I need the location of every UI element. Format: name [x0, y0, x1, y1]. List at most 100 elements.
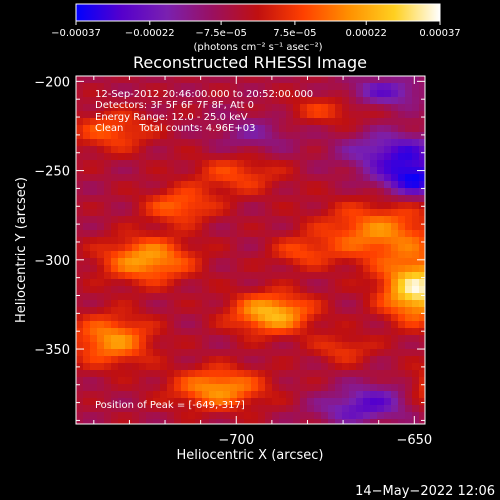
heatmap-cell — [258, 125, 266, 133]
heatmap-cell — [146, 160, 154, 168]
heatmap-cell — [258, 258, 266, 266]
heatmap-cell — [370, 279, 378, 287]
x-axis-title: Heliocentric X (arcsec) — [177, 448, 324, 463]
heatmap-cell — [342, 160, 350, 168]
heatmap-cell — [384, 258, 392, 266]
heatmap-cell — [307, 139, 315, 147]
heatmap-cell — [202, 335, 210, 343]
heatmap-cell — [132, 237, 140, 245]
heatmap-cell — [111, 391, 119, 399]
heatmap-cell — [356, 104, 364, 112]
heatmap-cell — [335, 412, 343, 420]
heatmap-cell — [174, 146, 182, 154]
heatmap-cell — [335, 349, 343, 357]
heatmap-cell — [195, 279, 203, 287]
heatmap-cell — [419, 314, 425, 322]
heatmap-cell — [139, 342, 147, 350]
heatmap-cell — [160, 405, 168, 413]
heatmap-cell — [195, 328, 203, 336]
heatmap-cell — [83, 384, 91, 392]
heatmap-cell — [181, 419, 189, 424]
heatmap-cell — [293, 328, 301, 336]
heatmap-cell — [97, 90, 105, 98]
heatmap-cell — [195, 391, 203, 399]
heatmap-cell — [251, 349, 259, 357]
heatmap-cell — [195, 349, 203, 357]
heatmap-cell — [307, 153, 315, 161]
heatmap-cell — [342, 83, 350, 91]
heatmap-cell — [90, 202, 98, 210]
heatmap-cell — [97, 244, 105, 252]
heatmap-cell — [398, 146, 406, 154]
heatmap-cell — [258, 342, 266, 350]
heatmap-cell — [230, 314, 238, 322]
heatmap-cell — [83, 251, 91, 259]
heatmap-cell — [363, 237, 371, 245]
heatmap-cell — [349, 181, 357, 189]
heatmap-cell — [279, 125, 287, 133]
heatmap-cell — [279, 216, 287, 224]
heatmap-cell — [370, 146, 378, 154]
heatmap-cell — [167, 160, 175, 168]
heatmap-cell — [83, 244, 91, 252]
heatmap-cell — [342, 377, 350, 385]
heatmap-cell — [230, 349, 238, 357]
heatmap-cell — [335, 300, 343, 308]
heatmap-cell — [216, 153, 224, 161]
heatmap-cell — [398, 363, 406, 371]
heatmap-cell — [244, 384, 252, 392]
heatmap-cell — [300, 272, 308, 280]
heatmap-cell — [321, 83, 329, 91]
heatmap-cell — [153, 195, 161, 203]
heatmap-cell — [139, 139, 147, 147]
heatmap-cell — [398, 223, 406, 231]
heatmap-cell — [230, 335, 238, 343]
heatmap-cell — [293, 300, 301, 308]
heatmap-cell — [118, 272, 126, 280]
heatmap-cell — [258, 272, 266, 280]
heatmap-cell — [195, 132, 203, 140]
heatmap-cell — [118, 412, 126, 420]
heatmap-cell — [265, 118, 273, 126]
heatmap-cell — [160, 293, 168, 301]
heatmap-cell — [328, 174, 336, 182]
heatmap-cell — [202, 111, 210, 119]
heatmap-cell — [412, 83, 420, 91]
heatmap-cell — [97, 230, 105, 238]
heatmap-cell — [293, 223, 301, 231]
heatmap-cell — [167, 76, 175, 84]
heatmap-cell — [272, 97, 280, 105]
heatmap-cell — [398, 356, 406, 364]
heatmap-cell — [265, 356, 273, 364]
heatmap-cell — [146, 265, 154, 273]
heatmap-cell — [230, 202, 238, 210]
colorbar — [75, 3, 441, 22]
heatmap-cell — [251, 111, 259, 119]
heatmap-cell — [132, 293, 140, 301]
heatmap-cell — [391, 363, 399, 371]
heatmap-cell — [118, 153, 126, 161]
heatmap-cell — [146, 342, 154, 350]
heatmap-cell — [398, 174, 406, 182]
heatmap-cell — [230, 209, 238, 217]
heatmap-cell — [188, 356, 196, 364]
heatmap-cell — [286, 195, 294, 203]
heatmap-cell — [76, 279, 84, 287]
heatmap-cell — [363, 139, 371, 147]
heatmap-cell — [188, 118, 196, 126]
heatmap-cell — [104, 384, 112, 392]
heatmap-cell — [370, 328, 378, 336]
heatmap-cell — [111, 342, 119, 350]
heatmap-cell — [76, 398, 84, 406]
heatmap-cell — [391, 279, 399, 287]
heatmap-cell — [328, 384, 336, 392]
heatmap-cell — [97, 363, 105, 371]
heatmap-cell — [342, 272, 350, 280]
heatmap-cell — [272, 139, 280, 147]
heatmap-cell — [146, 76, 154, 84]
heatmap-cell — [230, 272, 238, 280]
heatmap-cell — [251, 139, 259, 147]
heatmap-cell — [279, 314, 287, 322]
heatmap-cell — [237, 167, 245, 175]
heatmap-cell — [160, 272, 168, 280]
